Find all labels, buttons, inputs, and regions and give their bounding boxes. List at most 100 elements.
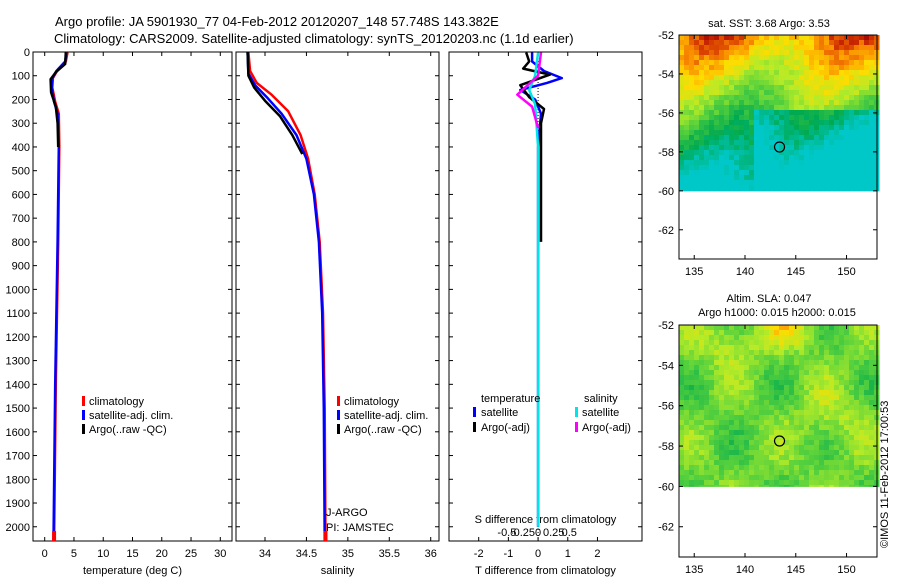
- map-cell: [834, 330, 840, 336]
- map-cell: [844, 350, 850, 356]
- map-cell: [799, 370, 805, 376]
- map-cell: [774, 405, 780, 411]
- map-cell: [739, 405, 745, 411]
- map-cell: [754, 370, 760, 376]
- map-cell: [824, 385, 830, 391]
- map-cell: [854, 350, 860, 356]
- map-cell: [734, 370, 740, 376]
- map-cell: [784, 470, 790, 476]
- map-cell: [784, 425, 790, 431]
- map-cell: [709, 130, 715, 136]
- map-cell: [704, 425, 710, 431]
- map-cell: [849, 70, 855, 76]
- map-cell: [809, 415, 815, 421]
- map-cell: [689, 475, 695, 481]
- map-cell: [859, 460, 865, 466]
- map-cell: [839, 430, 845, 436]
- map-cell: [834, 70, 840, 76]
- map-cell: [784, 170, 790, 176]
- map-cell: [774, 150, 780, 156]
- map-cell: [749, 470, 755, 476]
- map-cell: [679, 420, 685, 426]
- map-cell: [859, 35, 865, 41]
- map-cell: [749, 165, 755, 171]
- legend-label: satellite-adj. clim.: [344, 410, 428, 422]
- map-cell: [859, 470, 865, 476]
- map-cell: [679, 455, 685, 461]
- map-cell: [744, 55, 750, 61]
- map-cell: [709, 85, 715, 91]
- map-cell: [809, 50, 815, 56]
- map-cell: [789, 405, 795, 411]
- map-cell: [679, 80, 685, 86]
- map-cell: [799, 115, 805, 121]
- map-cell: [729, 345, 735, 351]
- map-cell: [744, 175, 750, 181]
- map-cell: [744, 365, 750, 371]
- map-cell: [834, 55, 840, 61]
- map-cell: [779, 485, 785, 487]
- map-cell: [744, 460, 750, 466]
- map-cell: [789, 330, 795, 336]
- map-cell: [864, 440, 870, 446]
- map-cell: [849, 445, 855, 451]
- x-tick-label: 2: [594, 548, 600, 560]
- map-cell: [699, 350, 705, 356]
- map-cell: [769, 375, 775, 381]
- map-cell: [704, 480, 710, 486]
- map-cell: [679, 135, 685, 141]
- map-cell: [689, 345, 695, 351]
- map-cell: [804, 130, 810, 136]
- map-cell: [769, 70, 775, 76]
- map-cell: [869, 415, 875, 421]
- map-cell: [864, 175, 870, 181]
- map-cell: [759, 335, 765, 341]
- map-cell: [784, 85, 790, 91]
- map-cell: [784, 50, 790, 56]
- map-cell: [829, 410, 835, 416]
- map-cell: [709, 420, 715, 426]
- map-cell: [789, 100, 795, 106]
- map-cell: [869, 395, 875, 401]
- map-cell: [709, 445, 715, 451]
- y-tick-label: 400: [12, 142, 30, 154]
- map-cell: [679, 370, 685, 376]
- map-cell: [699, 150, 705, 156]
- map-cell: [794, 155, 800, 161]
- y-tick-label: 1600: [6, 427, 30, 439]
- map-cell: [769, 100, 775, 106]
- map-cell: [854, 340, 860, 346]
- map-cell: [849, 165, 855, 171]
- map-cell: [864, 435, 870, 441]
- map-cell: [794, 40, 800, 46]
- map-cell: [834, 435, 840, 441]
- map-cell: [869, 100, 875, 106]
- map-cell: [784, 125, 790, 131]
- map-cell: [839, 415, 845, 421]
- map-cell: [869, 375, 875, 381]
- map-cell: [679, 440, 685, 446]
- map-cell: [709, 75, 715, 81]
- map-cell: [719, 445, 725, 451]
- map-cell: [774, 70, 780, 76]
- map-cell: [789, 325, 795, 331]
- map-cell: [689, 470, 695, 476]
- map-cell: [704, 35, 710, 41]
- map-cell: [869, 85, 875, 91]
- map-cell: [749, 380, 755, 386]
- map-cell: [679, 365, 685, 371]
- map-cell: [844, 445, 850, 451]
- map-cell: [859, 185, 865, 191]
- series-line-t-argo: [519, 52, 552, 242]
- map-cell: [814, 65, 820, 71]
- map-cell: [764, 35, 770, 41]
- map-cell: [859, 95, 865, 101]
- legend-swatch: [473, 407, 476, 417]
- map-cell: [729, 390, 735, 396]
- map-cell: [799, 450, 805, 456]
- map-cell: [854, 450, 860, 456]
- map-cell: [689, 120, 695, 126]
- map-cell: [849, 350, 855, 356]
- map-cell: [704, 140, 710, 146]
- map-cell: [794, 420, 800, 426]
